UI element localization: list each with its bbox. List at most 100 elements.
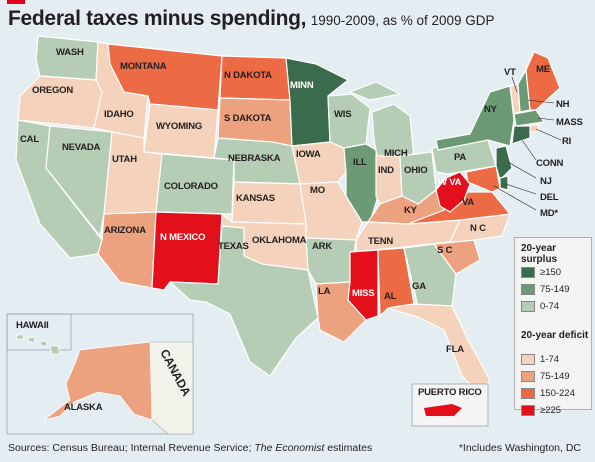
- state-label: MINN: [290, 80, 314, 91]
- legend-swatch: [521, 387, 535, 399]
- inset-alaska-hawaii: [6, 313, 194, 435]
- inset-puerto-rico: [411, 383, 489, 427]
- state-label: GA: [412, 281, 426, 292]
- chart-title: Federal taxes minus spending, 1990-2009,…: [8, 7, 495, 31]
- legend-swatch: [521, 404, 535, 416]
- state-wis[interactable]: [327, 93, 371, 149]
- state-del[interactable]: [499, 175, 509, 191]
- state-puerto-rico[interactable]: [424, 404, 462, 416]
- legend-label: ≥150: [540, 266, 562, 278]
- state-label: OREGON: [32, 85, 73, 96]
- leader-lines: [493, 76, 562, 211]
- legend-row: 75-149: [521, 283, 570, 295]
- legend: 20-year surplus ≥150 75-149 0-74 20-year d…: [514, 237, 592, 416]
- state-label: ARIZONA: [104, 225, 146, 236]
- legend-surplus-heading: 20-year surplus: [521, 243, 558, 265]
- legend-label: 0-74: [540, 300, 560, 312]
- state-label: RI: [562, 136, 571, 147]
- state-mo[interactable]: [299, 181, 363, 241]
- state-va[interactable]: [407, 191, 511, 225]
- state-label: KY: [404, 205, 418, 216]
- sources-prefix: Sources: Census Bureau; Internal Revenue…: [8, 442, 252, 454]
- state-label: IOWA: [296, 149, 321, 160]
- title-main: Federal taxes minus spending,: [8, 7, 307, 30]
- sources-line: Sources: Census Bureau; Internal Revenue…: [8, 442, 372, 454]
- state-arizona[interactable]: [97, 211, 157, 289]
- state-label: TEXAS: [218, 241, 249, 252]
- state-w-va[interactable]: [435, 171, 471, 213]
- state-md[interactable]: [465, 165, 501, 193]
- state-ga[interactable]: [403, 243, 457, 307]
- legend-swatch: [521, 370, 535, 382]
- state-label: OKLAHOMA: [252, 235, 307, 246]
- state-hawaii[interactable]: [15, 333, 61, 355]
- state-label: ARK: [312, 241, 332, 252]
- state-ri[interactable]: [529, 123, 539, 133]
- state-label: IDAHO: [104, 109, 134, 120]
- legend-label: 75-149: [540, 283, 570, 295]
- state-label: WIS: [334, 109, 351, 120]
- legend-swatch: [521, 266, 535, 278]
- state-label: NEVADA: [62, 142, 101, 153]
- state-label: MO: [310, 185, 325, 196]
- legend-swatch: [521, 353, 535, 365]
- state-label: VT: [504, 67, 516, 78]
- state-label: HAWAII: [16, 320, 49, 331]
- state-label: ILL: [353, 157, 367, 168]
- brand-accent-bar: [7, 0, 25, 4]
- legend-row: 150-224: [521, 387, 575, 399]
- state-label: ALASKA: [64, 402, 103, 413]
- state-label: W VA: [438, 177, 462, 188]
- state-mass[interactable]: [513, 109, 545, 127]
- legend-label: ≥225: [540, 404, 562, 416]
- state-me[interactable]: [525, 51, 561, 111]
- state-label: VA: [462, 197, 474, 208]
- state-label: ME: [536, 64, 550, 75]
- footnote: *Includes Washington, DC: [458, 442, 581, 454]
- state-label: NJ: [540, 176, 552, 187]
- legend-row: 0-74: [521, 300, 559, 312]
- legend-label: 1-74: [540, 353, 560, 365]
- state-label: FLA: [446, 344, 464, 355]
- state-texas[interactable]: [169, 225, 319, 377]
- state-conn[interactable]: [511, 125, 531, 145]
- state-label: N C: [470, 223, 486, 234]
- sources-publication: The Economist: [254, 442, 325, 454]
- state-label: DEL: [540, 192, 559, 203]
- state-label: S DAKOTA: [224, 113, 272, 124]
- state-label: WASH: [56, 47, 84, 58]
- legend-row: 1-74: [521, 353, 559, 365]
- state-nevada[interactable]: [45, 125, 113, 237]
- legend-row: ≥150: [521, 266, 561, 278]
- state-label: IND: [378, 165, 394, 176]
- state-label: MONTANA: [120, 61, 167, 72]
- state-nj[interactable]: [495, 145, 513, 181]
- title-subtitle: 1990-2009, as % of 2009 GDP: [310, 13, 495, 28]
- state-label: UTAH: [112, 154, 137, 165]
- legend-label: 75-149: [540, 370, 570, 382]
- state-label: NY: [484, 104, 498, 115]
- state-label: NH: [556, 99, 570, 110]
- sources-suffix: estimates: [327, 442, 373, 454]
- state-wash[interactable]: [35, 35, 99, 81]
- state-n-mexico[interactable]: [151, 211, 223, 291]
- state-ny[interactable]: [435, 85, 515, 151]
- state-label: MD*: [540, 208, 558, 219]
- legend-deficit-heading: 20-year deficit: [521, 330, 589, 341]
- legend-label: 150-224: [540, 387, 575, 399]
- state-label: N MEXICO: [160, 232, 205, 243]
- state-label: N DAKOTA: [224, 70, 272, 81]
- legend-swatch: [521, 283, 535, 295]
- state-label: CONN: [536, 158, 564, 169]
- state-label: KANSAS: [236, 193, 275, 204]
- state-label: S C: [437, 245, 453, 256]
- state-label: MISS: [352, 288, 374, 299]
- legend-row: 75-149: [521, 370, 570, 382]
- state-label: OHIO: [404, 165, 427, 176]
- state-oregon[interactable]: [17, 75, 103, 129]
- state-alaska[interactable]: [43, 341, 153, 421]
- state-label: MICH: [384, 148, 408, 159]
- state-label: TENN: [368, 236, 393, 247]
- state-fla[interactable]: [387, 303, 491, 395]
- state-label: MASS: [556, 117, 583, 128]
